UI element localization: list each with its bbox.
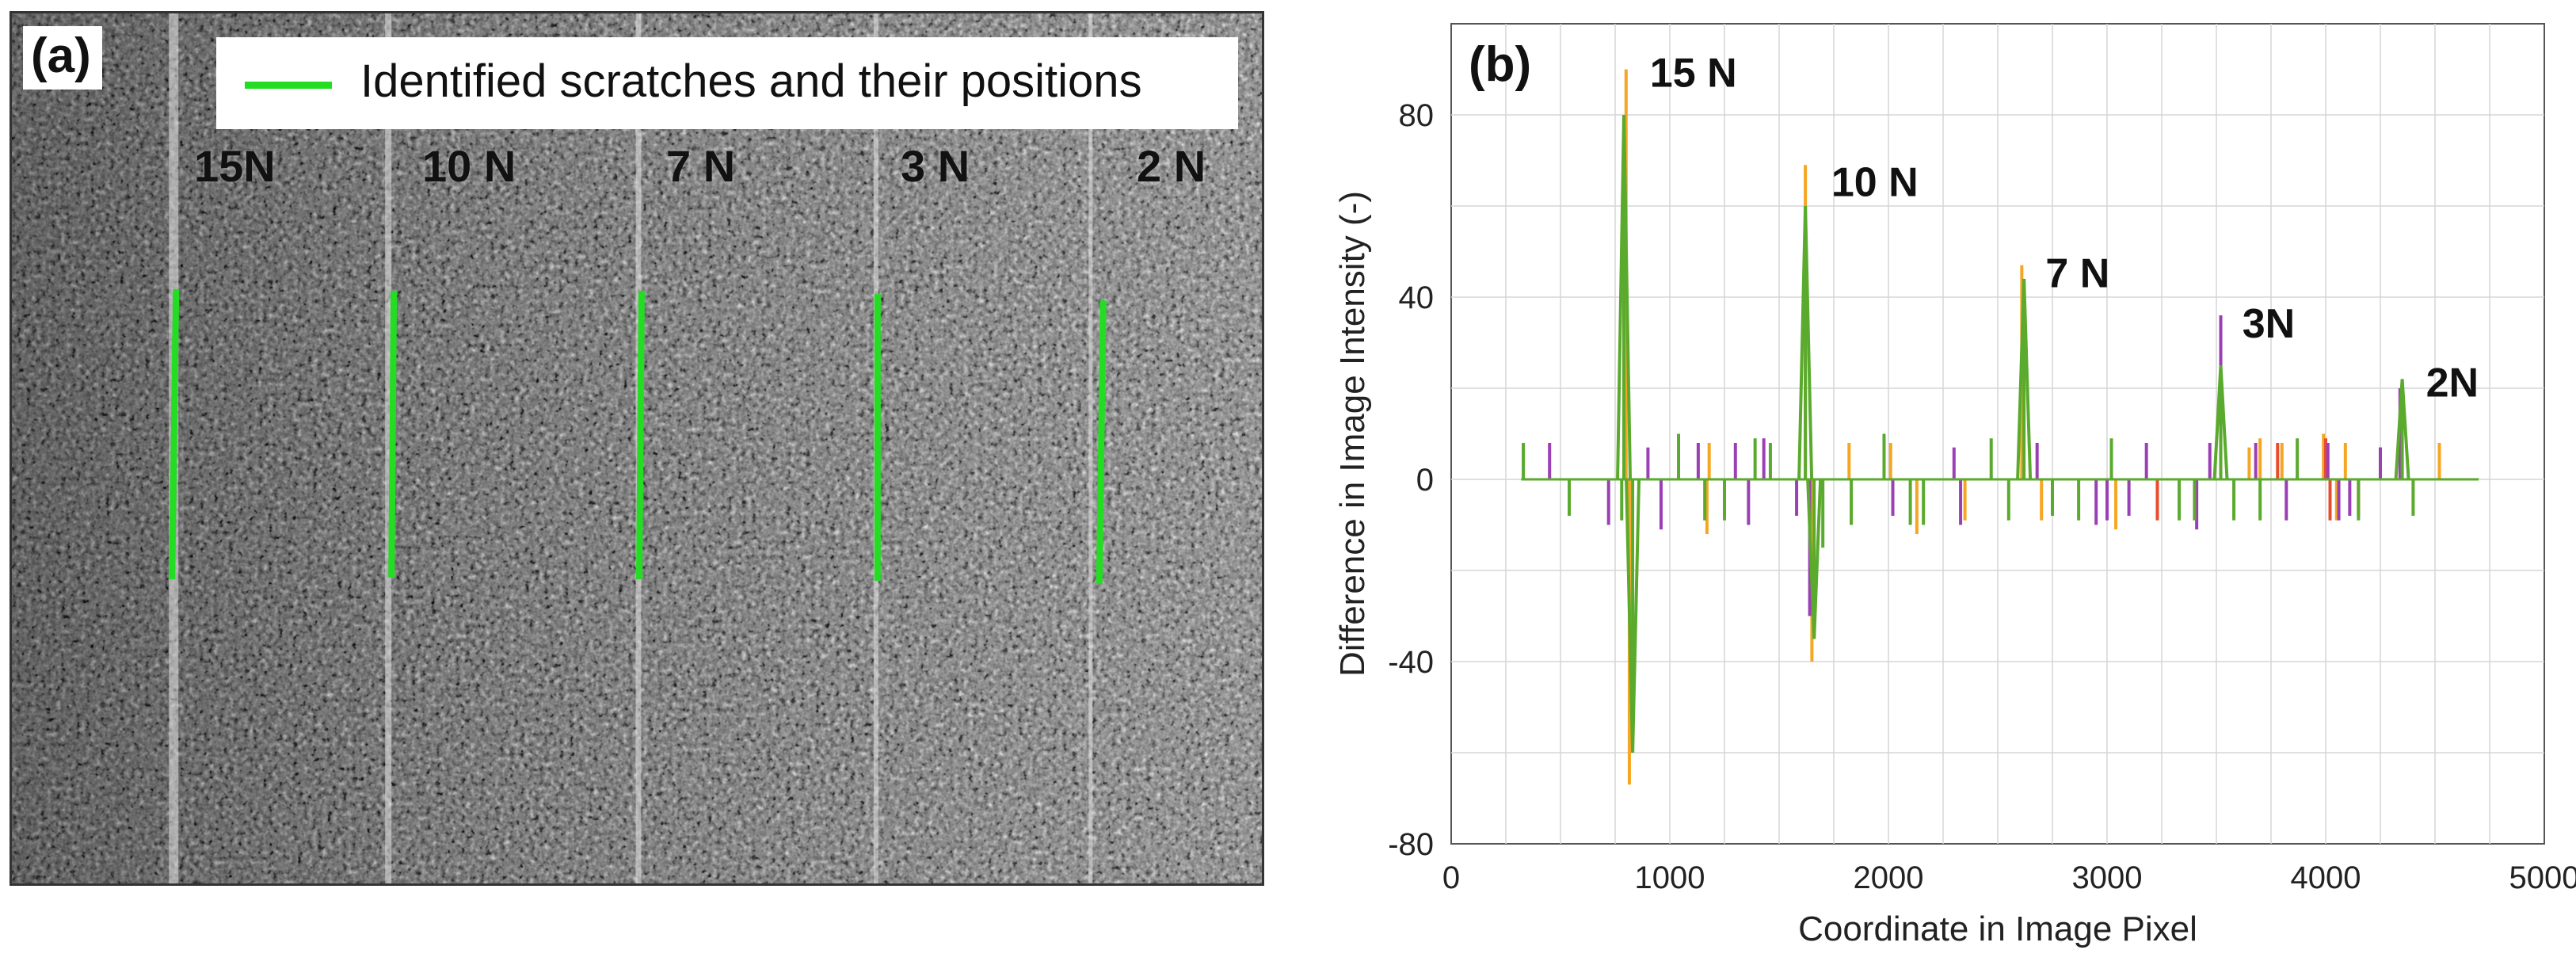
x-axis-title: Coordinate in Image Pixel — [1798, 910, 2197, 948]
peak-shape — [2212, 365, 2229, 480]
x-tick-label: 1000 — [1635, 860, 1705, 895]
scratch-marker-15n — [169, 289, 180, 580]
legend-line-swatch — [245, 82, 332, 89]
peak-shape — [1797, 205, 1814, 480]
micrograph-panel: (a) Identified scratches and their posit… — [10, 11, 1264, 886]
peak-shape — [1625, 479, 1641, 753]
peak-shape — [2016, 278, 2033, 480]
x-tick-label: 2000 — [1854, 860, 1924, 895]
panel-b-label: (b) — [1469, 37, 1531, 92]
micrograph-image — [12, 13, 1262, 883]
peak-shape — [1806, 479, 1823, 639]
x-tick-label: 0 — [1442, 860, 1460, 895]
legend: Identified scratches and their positions — [216, 37, 1238, 129]
peak-label: 10 N — [1831, 160, 1919, 206]
series — [1521, 69, 2479, 785]
peak-label: 15 N — [1650, 51, 1737, 97]
x-tick-label: 5000 — [2509, 860, 2576, 895]
scratch-markers — [169, 289, 1107, 585]
panel-a-label: (a) — [23, 26, 102, 90]
peak-label: 3N — [2243, 301, 2295, 347]
y-axis-title: Difference in Image Intensity (-) — [1333, 191, 1372, 677]
y-tick-label: -40 — [1388, 645, 1434, 680]
x-tick-label: 4000 — [2291, 860, 2361, 895]
force-label-3n: 3 N — [901, 141, 970, 191]
peak-shape — [2394, 379, 2410, 480]
peak-labels: 15 N 10 N 7 N 3N 2N — [1650, 51, 2479, 406]
chart-panel: 80 40 0 -40 -80 0 1000 2000 3000 4000 5000 15 N 10… — [1315, 0, 2576, 969]
peak-label: 2N — [2426, 361, 2479, 406]
x-tick-label: 3000 — [2072, 860, 2143, 895]
y-ticks: 80 40 0 -40 -80 — [1388, 98, 1434, 862]
force-label-15n: 15N — [194, 141, 276, 191]
force-label-7n: 7 N — [666, 141, 736, 191]
x-ticks: 0 1000 2000 3000 4000 5000 — [1442, 860, 2576, 895]
scratch-marker-10n — [388, 291, 398, 578]
force-label-10n: 10 N — [422, 141, 516, 191]
legend-text: Identified scratches and their positions — [360, 55, 1142, 107]
y-tick-label: -80 — [1388, 827, 1434, 862]
y-tick-label: 0 — [1416, 463, 1434, 498]
scratch-marker-2n — [1096, 299, 1107, 585]
force-label-2n: 2 N — [1137, 141, 1206, 191]
scratch-marker-7n — [636, 291, 645, 580]
grid — [1451, 24, 2544, 844]
peak-shape — [1616, 114, 1633, 480]
intensity-chart: 80 40 0 -40 -80 0 1000 2000 3000 4000 5000 15 N 10… — [1333, 23, 2576, 948]
y-tick-label: 80 — [1399, 98, 1435, 133]
y-tick-label: 40 — [1399, 280, 1435, 315]
peak-label: 7 N — [2045, 251, 2109, 297]
